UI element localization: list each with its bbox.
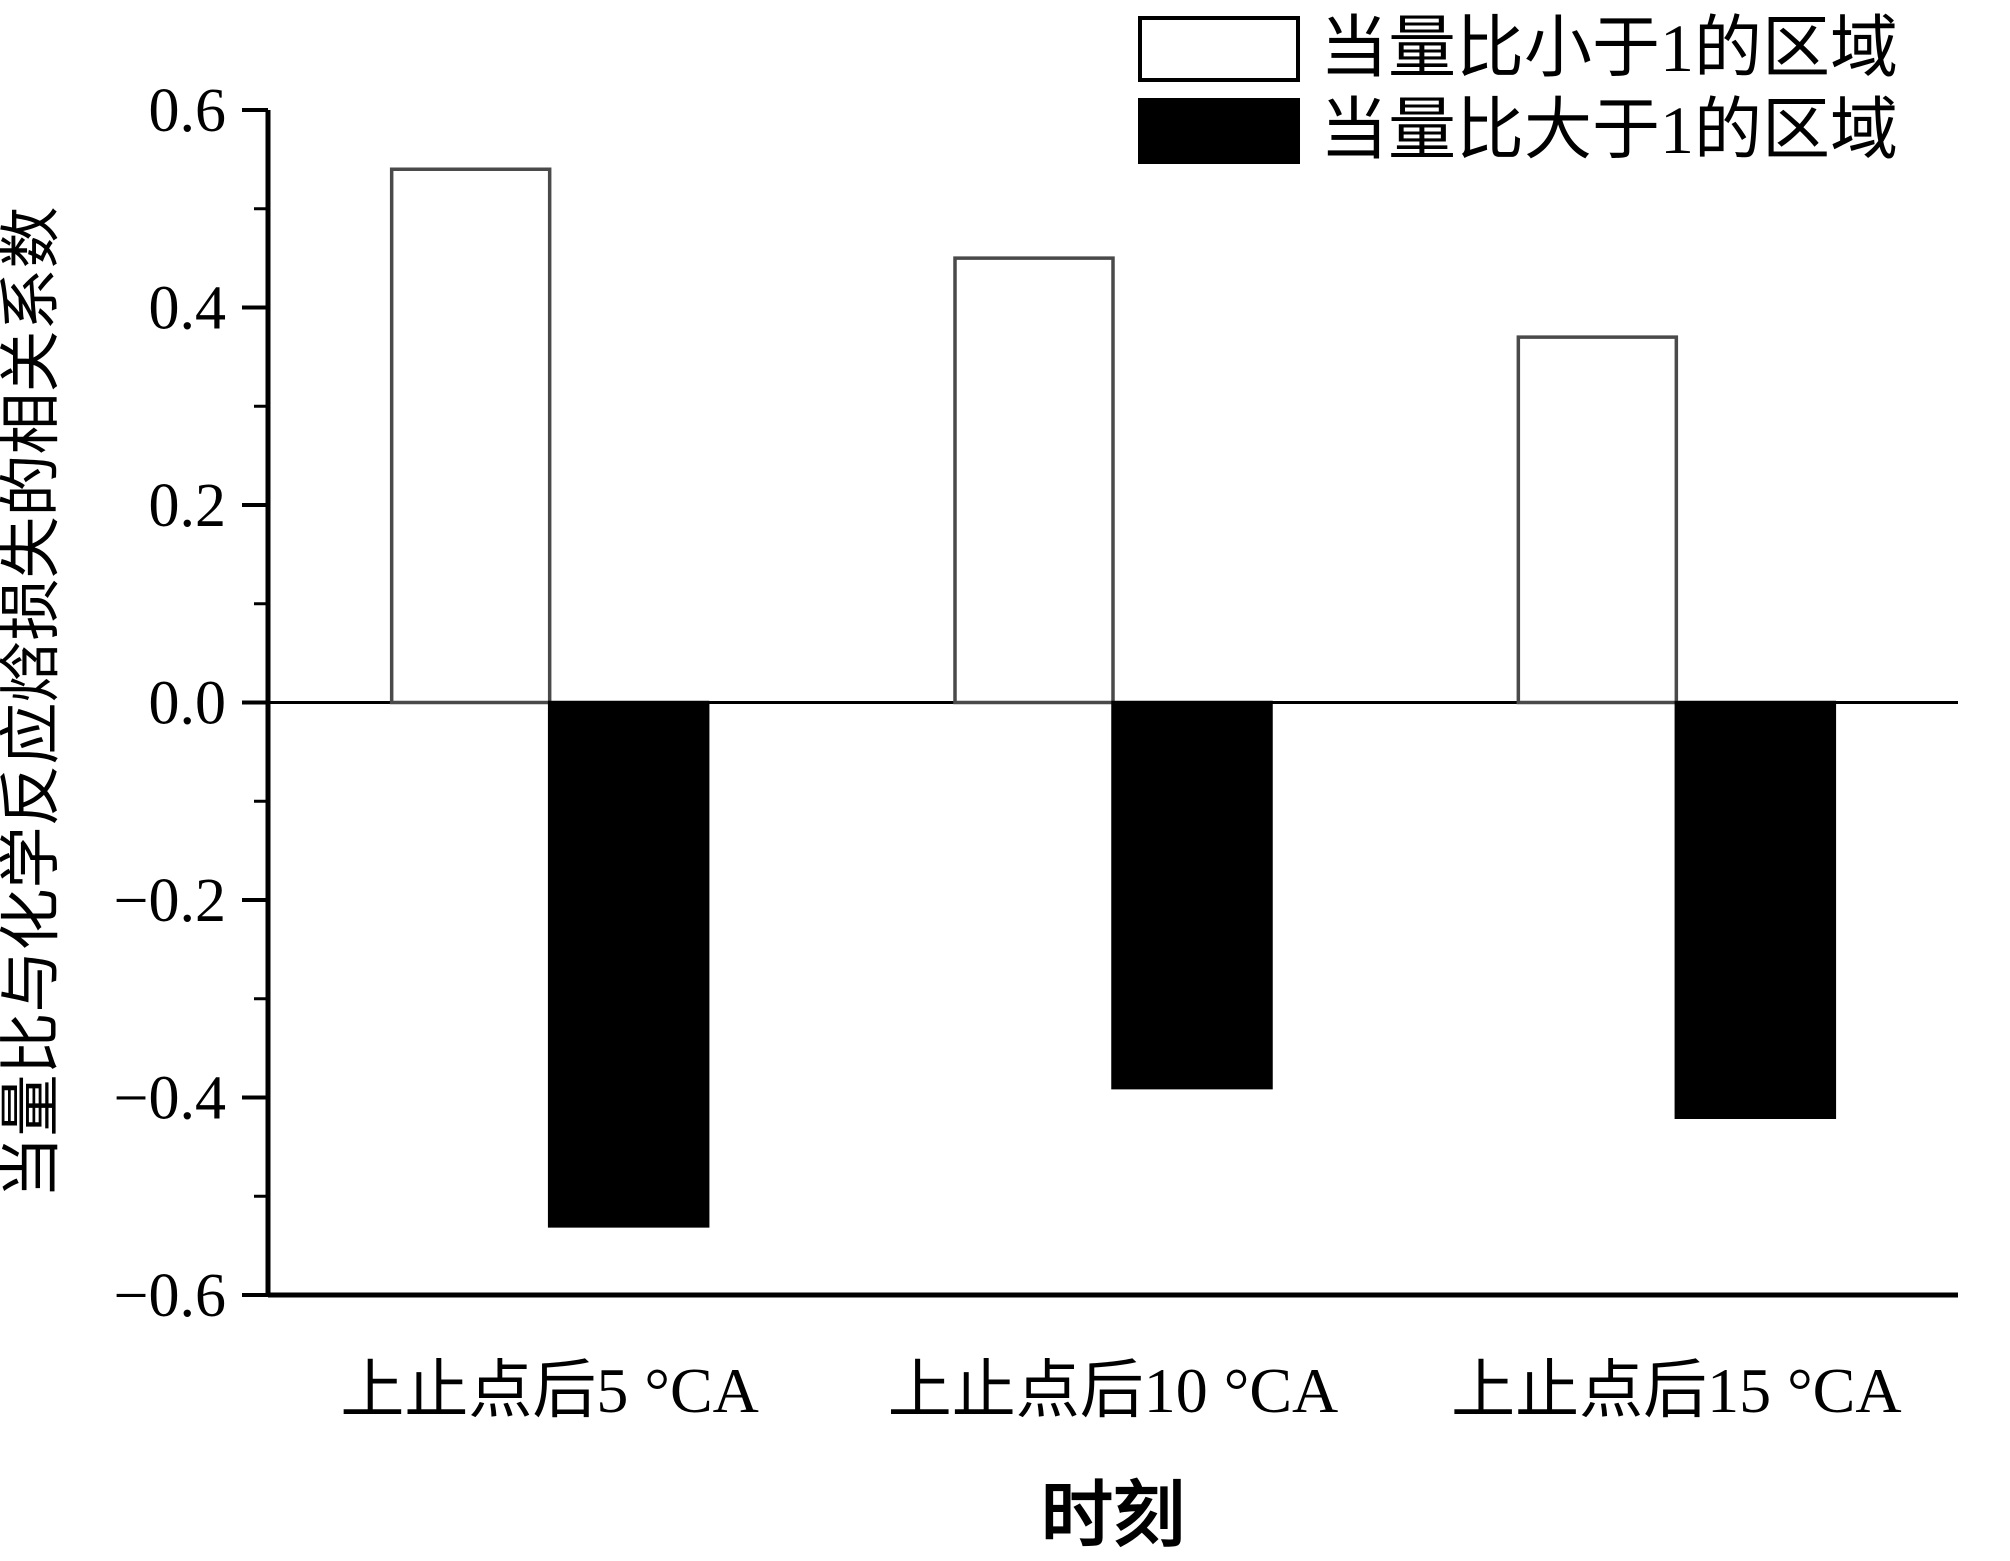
- x-category-label-1: 上止点后10 °CA: [888, 1355, 1339, 1426]
- bar-lt1-1: [953, 256, 1115, 705]
- x-category-label-0: 上止点后5 °CA: [340, 1355, 759, 1426]
- legend-label-gt1: 当量比大于1的区域: [1320, 92, 1898, 168]
- legend-swatch-gt1: [1138, 98, 1300, 164]
- y-axis-title: 当量比与化学反应焓损失的相关系数: [0, 206, 66, 1198]
- bar-gt1-2: [1674, 700, 1837, 1119]
- bar-gt1-0: [547, 700, 710, 1228]
- bar-gt1-1: [1111, 700, 1273, 1090]
- y-tick-label-2: 0.2: [149, 472, 227, 540]
- y-tick-label-3: 0.0: [149, 670, 227, 738]
- y-tick-label-6: −0.6: [114, 1262, 226, 1330]
- y-tick-label-5: −0.4: [114, 1065, 226, 1133]
- bar-lt1-2: [1516, 335, 1679, 705]
- y-tick-label-1: 0.4: [149, 275, 227, 343]
- x-axis-title: 时刻: [1041, 1476, 1185, 1556]
- legend-label-lt1: 当量比小于1的区域: [1320, 10, 1898, 86]
- bar-lt1-0: [389, 167, 552, 705]
- y-tick-label-4: −0.2: [114, 867, 226, 935]
- x-category-label-2: 上止点后15 °CA: [1451, 1355, 1902, 1426]
- y-tick-label-0: 0.6: [149, 77, 227, 145]
- legend-swatch-lt1: [1138, 16, 1300, 82]
